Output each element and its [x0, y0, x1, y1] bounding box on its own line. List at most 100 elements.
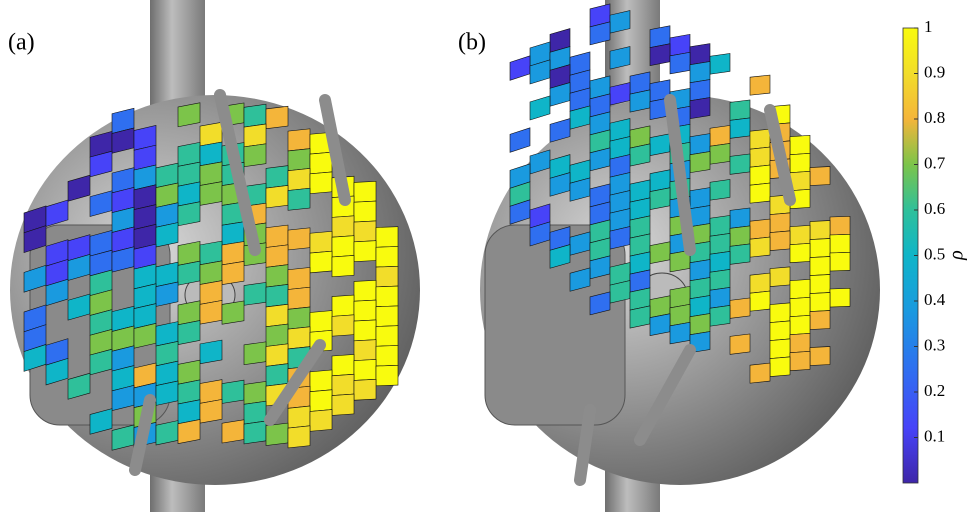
strut	[574, 404, 596, 486]
voxel	[265, 264, 289, 288]
panel-a	[10, 0, 420, 512]
voxel	[89, 150, 113, 178]
tick-label: 0.4	[924, 290, 946, 309]
voxels	[23, 102, 399, 451]
voxel	[287, 405, 311, 429]
voxel	[199, 181, 223, 206]
tick-label: 0.6	[924, 199, 945, 218]
voxel	[287, 286, 311, 310]
voxel	[689, 187, 711, 210]
voxel	[589, 291, 611, 316]
voxel	[45, 199, 69, 227]
voxel	[729, 243, 751, 265]
voxel	[749, 164, 771, 186]
voxel	[265, 343, 289, 367]
voxel	[375, 325, 399, 347]
voxel	[309, 389, 333, 412]
voxel	[729, 117, 751, 139]
voxel	[375, 305, 399, 327]
voxel	[199, 300, 223, 325]
voxel	[569, 267, 591, 292]
voxel	[375, 246, 399, 268]
voxel	[809, 292, 831, 312]
voxel	[265, 363, 289, 387]
voxel	[221, 300, 245, 325]
voxel	[309, 151, 333, 175]
voxel	[749, 146, 771, 168]
voxel	[529, 221, 551, 247]
voxel	[221, 221, 245, 246]
voxel	[243, 103, 267, 128]
voxel	[375, 364, 399, 387]
voxel	[789, 225, 811, 246]
voxel	[177, 419, 201, 444]
voxel	[769, 338, 791, 359]
voxel	[729, 333, 751, 355]
voxel	[669, 51, 691, 75]
voxel	[265, 303, 289, 328]
voxel	[789, 153, 811, 174]
voxel	[155, 281, 179, 307]
voxel	[769, 230, 791, 251]
voxel	[331, 255, 355, 278]
voxel	[287, 227, 311, 251]
panel-label: (a)	[8, 30, 35, 56]
colorbar: ρ 0.1 0.2 0.3 0.4 0.5 0.6 0.7 0.8 0.9 1	[902, 17, 968, 484]
voxel	[689, 259, 711, 282]
voxel	[809, 166, 831, 186]
voxel	[809, 274, 831, 294]
voxel	[265, 224, 289, 248]
voxel	[243, 282, 267, 306]
voxel	[689, 133, 711, 156]
voxel	[629, 305, 651, 329]
voxel	[331, 215, 355, 238]
voxel	[287, 148, 311, 172]
voxel	[353, 319, 377, 342]
voxel	[649, 187, 671, 211]
voxel	[709, 53, 731, 75]
voxel	[309, 250, 333, 274]
voxel	[709, 125, 731, 147]
strut	[214, 89, 261, 256]
voxel	[309, 171, 333, 195]
voxel	[689, 79, 711, 102]
voxel	[709, 233, 731, 255]
voxel	[749, 236, 771, 258]
voxel	[309, 231, 333, 254]
voxel	[549, 244, 571, 269]
voxel	[331, 294, 355, 317]
voxel	[729, 297, 751, 319]
voxel	[649, 241, 671, 265]
voxel	[689, 277, 711, 300]
strut	[264, 339, 326, 426]
voxel	[829, 234, 851, 254]
voxel	[177, 201, 201, 227]
voxel	[509, 127, 531, 153]
voxel	[769, 320, 791, 341]
voxel	[689, 313, 711, 336]
tick-label: 0.3	[924, 335, 945, 354]
voxel	[331, 393, 355, 416]
voxel	[287, 128, 311, 152]
voxel	[265, 323, 289, 347]
voxel	[353, 279, 377, 302]
voxel	[709, 251, 731, 273]
tick-label: 0.9	[924, 62, 945, 81]
voxel	[265, 422, 289, 446]
voxel	[509, 55, 531, 81]
voxel	[353, 240, 377, 262]
voxel	[221, 419, 245, 444]
voxel	[629, 89, 651, 113]
voxel	[243, 123, 267, 148]
voxel	[789, 243, 811, 264]
voxel	[353, 339, 377, 361]
voxel	[287, 326, 311, 350]
voxel	[353, 378, 377, 401]
voxel	[749, 182, 771, 204]
panel-label: (b)	[458, 30, 486, 56]
voxel	[809, 256, 831, 276]
voxel	[177, 320, 201, 345]
voxel	[689, 43, 711, 66]
tick-label: 0.8	[924, 108, 945, 127]
